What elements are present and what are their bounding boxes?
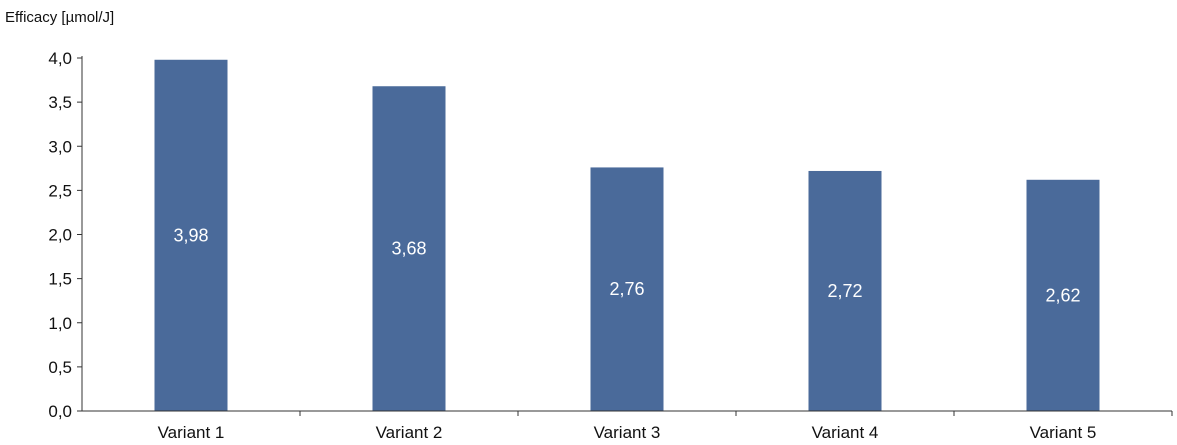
x-tick-label: Variant 3 xyxy=(594,423,661,442)
y-tick-label: 0,5 xyxy=(48,358,72,377)
x-tick-label: Variant 4 xyxy=(812,423,879,442)
x-tick-label: Variant 5 xyxy=(1030,423,1097,442)
y-tick-label: 3,0 xyxy=(48,137,72,156)
y-tick-label: 2,0 xyxy=(48,226,72,245)
bar-value-label: 3,98 xyxy=(173,225,208,245)
x-tick-label: Variant 2 xyxy=(376,423,443,442)
bar xyxy=(808,170,882,411)
x-axis-labels: Variant 1 Variant 2 Variant 3 Variant 4 Vari… xyxy=(158,411,1173,442)
y-tick-label: 1,5 xyxy=(48,270,72,289)
bar xyxy=(154,59,228,411)
bar-value-labels: 3,98 3,68 2,76 2,72 2,62 xyxy=(173,225,1080,305)
bar xyxy=(1026,179,1100,411)
bar-value-label: 2,76 xyxy=(609,279,644,299)
bar-value-label: 2,72 xyxy=(827,281,862,301)
y-tick-label: 0,0 xyxy=(48,402,72,421)
bars xyxy=(154,59,1100,412)
x-tick-label: Variant 1 xyxy=(158,423,225,442)
y-tick-label: 1,0 xyxy=(48,314,72,333)
bar-value-label: 3,68 xyxy=(391,239,426,259)
bar xyxy=(590,167,664,411)
y-axis-label: Efficacy [µmol/J] xyxy=(5,9,114,26)
y-axis: 0,0 0,5 1,0 1,5 2,0 2,5 3,0 3,5 4,0 xyxy=(48,49,82,421)
bar-value-label: 2,62 xyxy=(1045,285,1080,305)
y-tick-label: 2,5 xyxy=(48,181,72,200)
y-tick-label: 4,0 xyxy=(48,49,72,68)
y-tick-label: 3,5 xyxy=(48,93,72,112)
bar xyxy=(372,86,446,412)
